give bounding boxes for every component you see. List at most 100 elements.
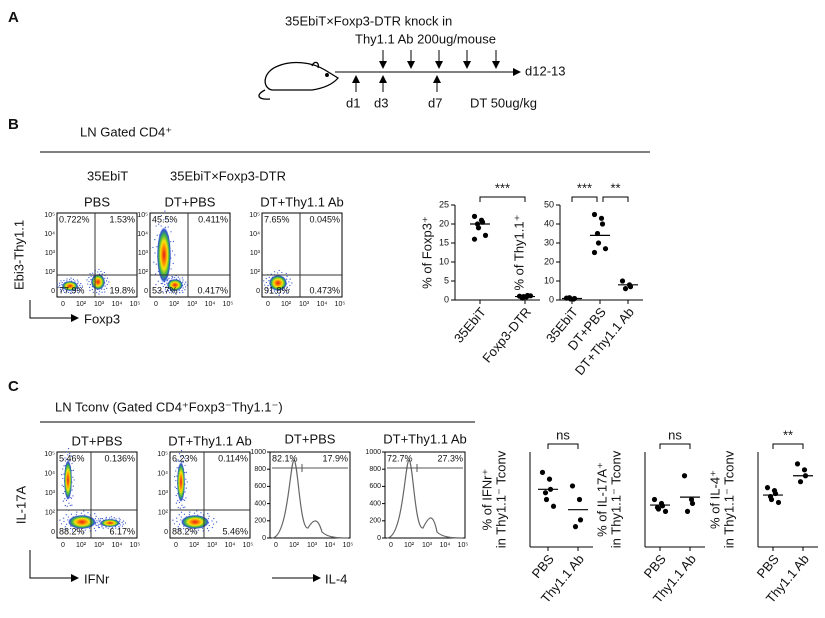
flow-event [71,489,73,491]
dot [576,496,583,503]
hist-y-tick: 1000 [250,449,266,456]
flow-x-tick: 10⁴ [440,542,451,549]
flow-event [177,500,179,502]
flow-event [207,530,210,532]
x-tick-label: PBS [529,551,557,581]
flow-event [208,515,210,517]
significance-label: ** [610,180,620,195]
flow-event [184,286,187,288]
flow-event [270,273,272,275]
dot [539,469,546,475]
y-tick-label: 0 [549,294,554,304]
y-tick-label: 0 [444,294,449,304]
dot [475,225,482,231]
flow-event [98,518,100,520]
flow-x-tick: 10⁵ [343,542,354,549]
flow-event [77,283,79,285]
flow-x-tick: 10⁴ [112,542,123,549]
flow-x-tick: 0 [174,542,178,549]
flow-y-tick: 0 [164,529,168,536]
flow-event [62,492,64,495]
hist-frame [269,451,351,539]
dot [569,483,576,489]
flow-event [285,272,287,275]
flow-event [163,281,166,283]
significance-label: ** [783,427,793,442]
axis-arrow [29,550,79,582]
flow-event [71,455,73,457]
flow-event [268,280,270,282]
flow-event [180,516,182,518]
flow-x-tick: 10⁴ [225,542,236,549]
flow-y-tick: 10² [45,269,56,276]
quadrant-percent: 0.473% [309,285,340,295]
flow-y-tick: 10⁵ [249,212,260,219]
y-tick-label: 10 [439,256,449,266]
flow-event [285,289,287,291]
flow-event [191,530,193,532]
flow-event [291,282,293,284]
flow-event [165,290,167,292]
scheme-title: 35EbiT×Foxp3-DTR knock in [285,13,452,28]
flow-x-tick: 10³ [94,542,105,549]
dot [627,284,634,290]
dot [598,215,605,221]
x-axis-label: IL-4 [325,571,347,586]
flow-event [119,524,121,526]
antibody-label: Thy1.1 Ab 200ug/mouse [355,31,496,46]
flow-event [157,280,159,282]
flow-event [184,491,186,493]
flow-event [167,290,170,292]
flow-event [95,515,97,517]
flow-event [175,494,177,497]
flow-y-tick: 10⁵ [44,212,55,219]
flow-event [183,499,186,501]
gate-percent: 27.3% [437,453,463,463]
flow-event [99,521,101,523]
quadrant-percent: 19.8% [109,285,135,295]
panel-label: A [8,9,19,26]
dot [684,508,691,514]
flow-event [155,263,157,265]
flow-event [80,512,83,514]
flow-event [182,279,184,281]
flow-event [168,277,170,279]
hist-y-tick: 600 [254,483,266,490]
quadrant-percent: 88.2% [59,526,85,536]
density-blob [181,515,209,529]
flow-event [90,275,92,277]
flow-event [69,459,72,461]
flow-event [182,281,184,283]
flow-event [175,460,178,462]
flow-x-tick: 0 [154,301,158,308]
flow-event [172,292,175,294]
significance-bracket [772,443,804,449]
plot-title: DT+PBS [285,431,336,446]
flow-event [167,279,169,281]
flow-x-tick: 0 [266,301,270,308]
flow-event [61,484,63,486]
flow-event [164,210,166,212]
flow-event [282,292,284,294]
density-blob [269,275,287,291]
flow-event [184,457,186,459]
significance-label: *** [577,180,592,195]
quadrant-percent: 0.417% [197,285,228,295]
flow-event [92,272,94,274]
flow-x-tick: 10² [76,542,87,549]
flow-event [176,520,178,523]
flow-event [175,470,177,472]
quadrant-percent: 45.5% [152,214,178,224]
flow-event [98,293,100,295]
flow-event [177,506,179,509]
flow-event [69,279,71,281]
dot [591,211,598,218]
dot [527,293,534,299]
quadrant-percent: 0.136% [104,453,135,463]
flow-event [99,519,101,521]
flow-event [84,529,86,531]
plot-title: DT+Thy1.1 Ab [383,431,466,446]
hist-y-tick: 200 [254,518,266,525]
flow-event [66,290,68,292]
flow-x-tick: 10² [289,542,300,549]
